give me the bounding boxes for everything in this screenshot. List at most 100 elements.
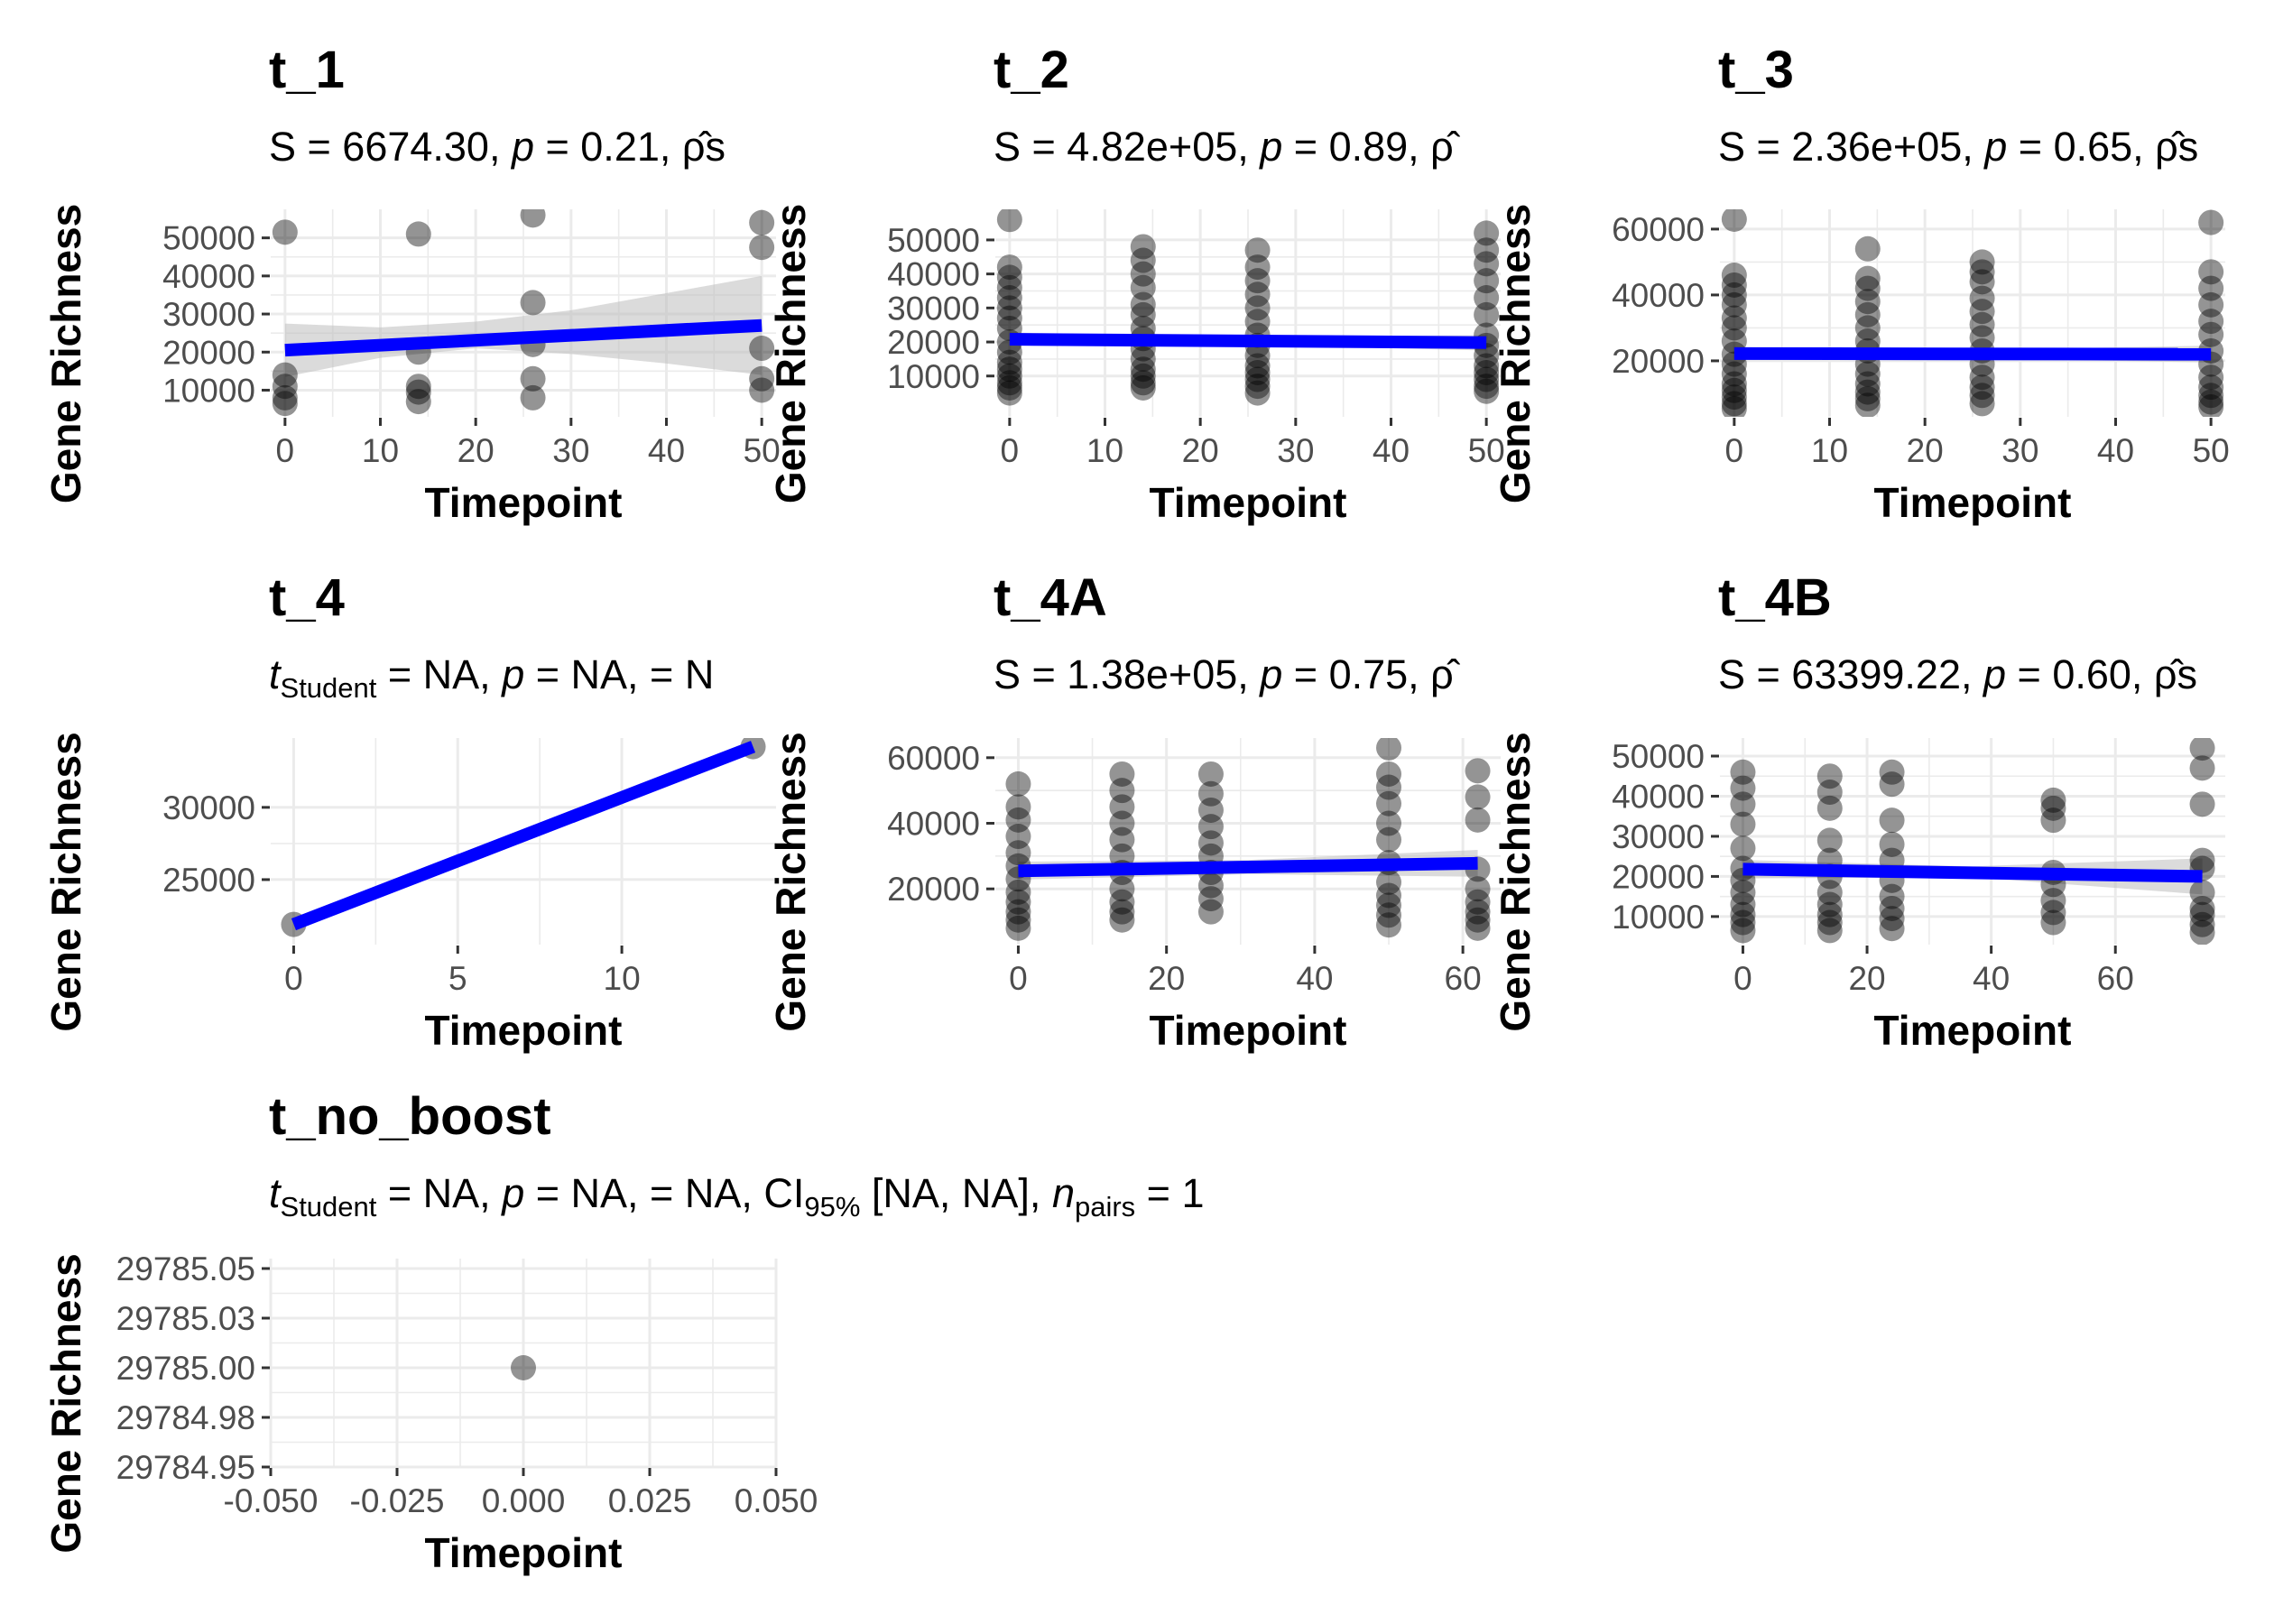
x-axis-label: Timepoint: [1874, 1007, 2072, 1054]
data-point: [1721, 384, 1747, 411]
data-point: [1005, 824, 1031, 850]
data-point: [1730, 835, 1756, 862]
x-tick-label: -0.050: [224, 1482, 319, 1519]
data-point: [1109, 794, 1135, 820]
x-tick-label: 10: [604, 960, 641, 997]
data-point: [996, 295, 1022, 321]
data-point: [1474, 237, 1500, 263]
data-point: [1474, 285, 1500, 311]
data-point: [1474, 359, 1500, 385]
data-point: [1244, 281, 1271, 308]
data-point: [2189, 901, 2215, 927]
data-point: [1109, 761, 1135, 787]
data-point: [1376, 892, 1402, 918]
data-point: [1197, 872, 1224, 899]
data-point: [2040, 807, 2066, 834]
data-point: [1879, 895, 1905, 921]
plot-area: [272, 209, 775, 417]
data-point: [1721, 391, 1747, 417]
data-point: [1969, 249, 1995, 275]
y-tick-label: 20000: [887, 871, 980, 908]
y-tick-label: 29784.95: [116, 1449, 255, 1486]
fit-line: [1742, 863, 2203, 883]
data-point: [1879, 916, 1905, 942]
data-point: [1969, 325, 1995, 351]
data-point: [1244, 295, 1271, 321]
data-point: [1130, 370, 1156, 396]
y-tick-label: 40000: [887, 256, 980, 293]
data-point: [1879, 906, 1905, 932]
x-tick-label: 30: [2001, 432, 2038, 469]
data-point: [2198, 291, 2224, 318]
y-tick-label: 60000: [1612, 211, 1705, 248]
y-tick-label: 40000: [887, 806, 980, 843]
y-tick-label: 50000: [1612, 738, 1705, 775]
data-point: [996, 274, 1022, 300]
data-point: [1109, 843, 1135, 869]
data-point: [2189, 791, 2215, 817]
data-point: [511, 1355, 536, 1380]
data-point: [2189, 911, 2215, 937]
x-tick-label: 50: [744, 432, 781, 469]
y-axis-label: Gene Richness: [1492, 204, 1539, 503]
data-point: [1465, 807, 1491, 833]
data-point: [1465, 915, 1491, 941]
y-tick-label: 20000: [1612, 343, 1705, 380]
data-point: [272, 384, 298, 411]
data-point: [1130, 234, 1156, 260]
x-tick-label: 40: [2097, 432, 2134, 469]
data-point: [2198, 394, 2224, 417]
data-point: [1005, 807, 1031, 833]
data-point: [1005, 889, 1031, 915]
x-tick-label: 40: [1296, 960, 1333, 997]
panel-title: t_3: [1718, 41, 1794, 99]
data-point: [1474, 353, 1500, 379]
data-point: [2040, 909, 2066, 936]
data-point: [272, 391, 298, 417]
data-point: [996, 285, 1022, 311]
data-point: [2198, 275, 2224, 301]
x-axis-label: Timepoint: [1150, 1007, 1347, 1054]
data-point: [2189, 738, 2215, 761]
y-axis-label: Gene Richness: [1492, 732, 1539, 1031]
plot-area: [1721, 209, 2224, 417]
data-point: [1130, 363, 1156, 389]
x-tick-label: 0: [1725, 432, 1744, 469]
data-point: [996, 339, 1022, 365]
data-point: [1816, 909, 1843, 936]
plot-area: [281, 738, 766, 937]
data-point: [1197, 899, 1224, 925]
data-point: [1730, 909, 1756, 936]
data-point: [520, 384, 546, 411]
data-point: [1244, 359, 1271, 385]
data-point: [1721, 371, 1747, 397]
panel-subtitle: S = 1.38e+05, p = 0.75, ρ̂: [994, 651, 1461, 697]
x-axis-label: Timepoint: [425, 1529, 623, 1576]
data-point: [1816, 763, 1843, 789]
y-tick-label: 50000: [887, 222, 980, 259]
data-point: [1730, 775, 1756, 801]
panel-subtitle: S = 2.36e+05, p = 0.65, ρ̂s: [1718, 124, 2198, 170]
data-point: [1109, 907, 1135, 933]
data-point: [1854, 379, 1881, 405]
data-point: [1130, 247, 1156, 273]
data-point: [1244, 374, 1271, 400]
data-point: [2040, 888, 2066, 914]
panel-title: t_4A: [994, 568, 1107, 627]
data-point: [1816, 901, 1843, 927]
data-point: [1465, 899, 1491, 925]
data-point: [1109, 876, 1135, 902]
data-point: [1130, 356, 1156, 383]
data-point: [1376, 738, 1402, 761]
data-point: [1854, 275, 1881, 301]
data-point: [1474, 220, 1500, 246]
gridlines: [1720, 209, 2225, 417]
data-point: [1109, 778, 1135, 804]
data-point: [1109, 826, 1135, 853]
fit-line: [1009, 333, 1487, 349]
x-axis-label: Timepoint: [1150, 479, 1347, 526]
data-point: [1465, 876, 1491, 902]
data-point: [1854, 315, 1881, 341]
data-point: [1197, 797, 1224, 823]
